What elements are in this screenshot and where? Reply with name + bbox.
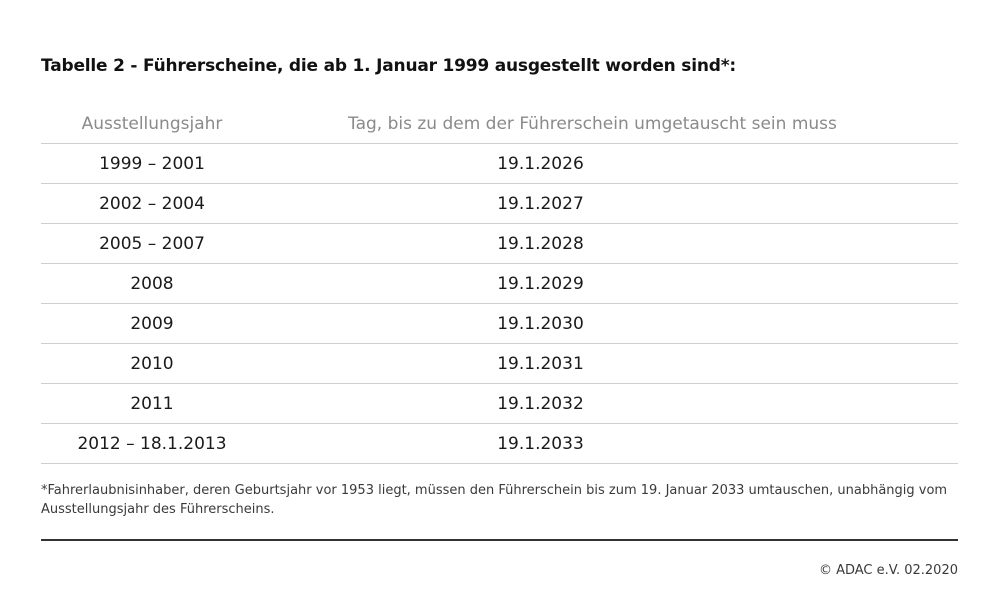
cell-year: 2008 (130, 273, 174, 294)
data-table: Ausstellungsjahr Tag, bis zu dem der Füh… (41, 104, 958, 464)
cell-deadline: 19.1.2028 (497, 233, 584, 254)
table-row: 2008 19.1.2029 (41, 264, 958, 304)
cell-deadline: 19.1.2030 (497, 313, 584, 334)
table-row: 2010 19.1.2031 (41, 344, 958, 384)
copyright-notice: © ADAC e.V. 02.2020 (818, 563, 958, 578)
table-row: 2012 – 18.1.2013 19.1.2033 (41, 424, 958, 464)
cell-year: 2011 (130, 393, 174, 414)
cell-deadline: 19.1.2029 (497, 273, 584, 294)
cell-year: 1999 – 2001 (99, 153, 205, 174)
cell-deadline: 19.1.2026 (497, 153, 584, 174)
cell-year: 2005 – 2007 (99, 233, 205, 254)
table-title: Tabelle 2 - Führerscheine, die ab 1. Jan… (41, 56, 737, 76)
table-row: 1999 – 2001 19.1.2026 (41, 144, 958, 184)
header-ausstellungsjahr: Ausstellungsjahr (81, 113, 223, 134)
cell-year: 2002 – 2004 (99, 193, 205, 214)
table-header-row: Ausstellungsjahr Tag, bis zu dem der Füh… (41, 104, 958, 144)
header-umtausch-tag: Tag, bis zu dem der Führerschein umgetau… (348, 113, 837, 134)
footnote: *Fahrerlaubnisinhaber, deren Geburtsjahr… (41, 483, 948, 517)
cell-year: 2012 – 18.1.2013 (77, 433, 227, 454)
table-row: 2009 19.1.2030 (41, 304, 958, 344)
table-row: 2005 – 2007 19.1.2028 (41, 224, 958, 264)
cell-deadline: 19.1.2031 (497, 353, 584, 374)
table-row: 2002 – 2004 19.1.2027 (41, 184, 958, 224)
cell-year: 2010 (130, 353, 174, 374)
table-row: 2011 19.1.2032 (41, 384, 958, 424)
cell-year: 2009 (130, 313, 174, 334)
cell-deadline: 19.1.2032 (497, 393, 584, 414)
bottom-divider (41, 539, 958, 541)
cell-deadline: 19.1.2033 (497, 433, 584, 454)
cell-deadline: 19.1.2027 (497, 193, 584, 214)
